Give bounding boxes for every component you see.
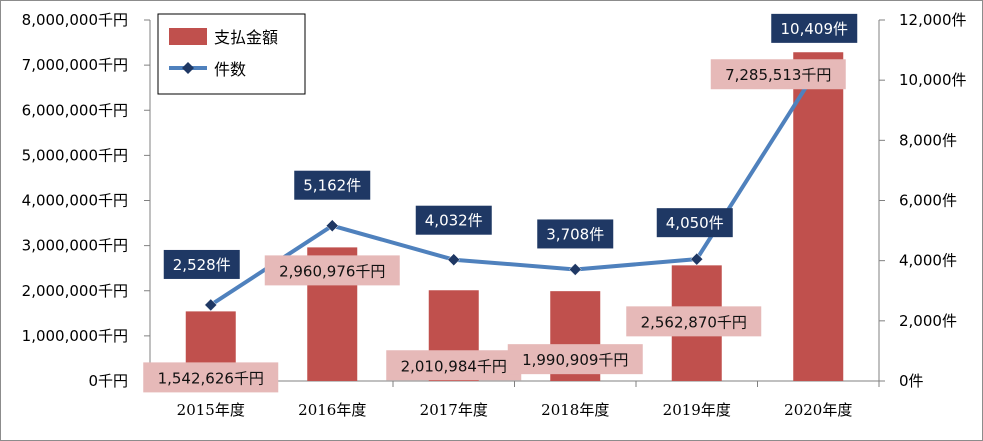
- amount-data-label: 1,990,909千円: [522, 351, 628, 369]
- y-right-tick-label: 8,000件: [899, 131, 957, 149]
- count-marker: [204, 298, 218, 312]
- x-tick-label: 2015年度: [177, 401, 245, 419]
- y-left-tick-label: 2,000,000千円: [22, 282, 128, 300]
- y-left-tick-label: 3,000,000千円: [22, 237, 128, 255]
- count-label-bg: [163, 249, 240, 279]
- count-marker: [325, 219, 339, 233]
- y-right-tick-label: 6,000件: [899, 192, 957, 210]
- x-tick-label: 2018年度: [541, 401, 609, 419]
- count-label-bg: [771, 13, 858, 43]
- count-data-label: 4,032件: [425, 212, 483, 230]
- amount-label-bg: [626, 306, 762, 337]
- y-left-tick-label: 5,000,000千円: [22, 146, 128, 164]
- amount-data-label: 2,562,870千円: [641, 313, 747, 331]
- x-tick-label: 2016年度: [298, 401, 366, 419]
- count-data-label: 5,162件: [303, 177, 361, 195]
- y-left-tick-label: 1,000,000千円: [22, 327, 128, 345]
- count-marker: [690, 252, 704, 266]
- count-label-bg: [656, 208, 733, 238]
- legend-bar-swatch: [169, 28, 207, 45]
- count-marker: [568, 263, 582, 276]
- y-left-tick-label: 6,000,000千円: [22, 101, 128, 119]
- count-data-label: 10,409件: [781, 20, 849, 38]
- amount-label-bg: [710, 59, 846, 90]
- y-left-tick-label: 4,000,000千円: [22, 192, 128, 210]
- y-left-tick-label: 0千円: [88, 372, 128, 390]
- amount-data-label: 2,960,976千円: [279, 262, 385, 280]
- amount-label-bg: [507, 344, 643, 375]
- amount-data-label: 1,542,626千円: [158, 369, 264, 387]
- legend-label-amount: 支払金額: [214, 28, 278, 47]
- count-marker: [447, 253, 461, 267]
- y-left-tick-label: 8,000,000千円: [22, 11, 128, 29]
- amount-data-label: 2,010,984千円: [401, 357, 507, 375]
- amount-label-bg: [143, 362, 279, 393]
- count-data-label: 2,528件: [173, 256, 231, 274]
- amount-label-bg: [386, 350, 522, 381]
- legend-box: [157, 13, 306, 95]
- count-label-bg: [294, 170, 371, 200]
- count-label-bg: [415, 205, 492, 235]
- y-right-tick-label: 10,000件: [899, 71, 967, 89]
- legend-line-marker: [182, 62, 194, 74]
- amount-data-label: 7,285,513千円: [725, 66, 831, 84]
- count-data-label: 4,050件: [666, 214, 724, 232]
- y-left-tick-label: 7,000,000千円: [22, 56, 128, 74]
- y-right-tick-label: 12,000件: [899, 11, 967, 29]
- x-tick-label: 2017年度: [420, 401, 488, 419]
- bar-2020年度: [793, 52, 844, 382]
- y-right-tick-label: 2,000件: [899, 312, 957, 330]
- amount-label-bg: [264, 255, 400, 286]
- count-data-label: 3,708件: [546, 225, 604, 243]
- count-label-bg: [537, 219, 614, 249]
- x-tick-label: 2019年度: [663, 401, 731, 419]
- y-right-tick-label: 0件: [899, 372, 924, 390]
- x-tick-label: 2020年度: [784, 401, 852, 419]
- y-right-tick-label: 4,000件: [899, 252, 957, 270]
- legend-label-count: 件数: [214, 60, 246, 79]
